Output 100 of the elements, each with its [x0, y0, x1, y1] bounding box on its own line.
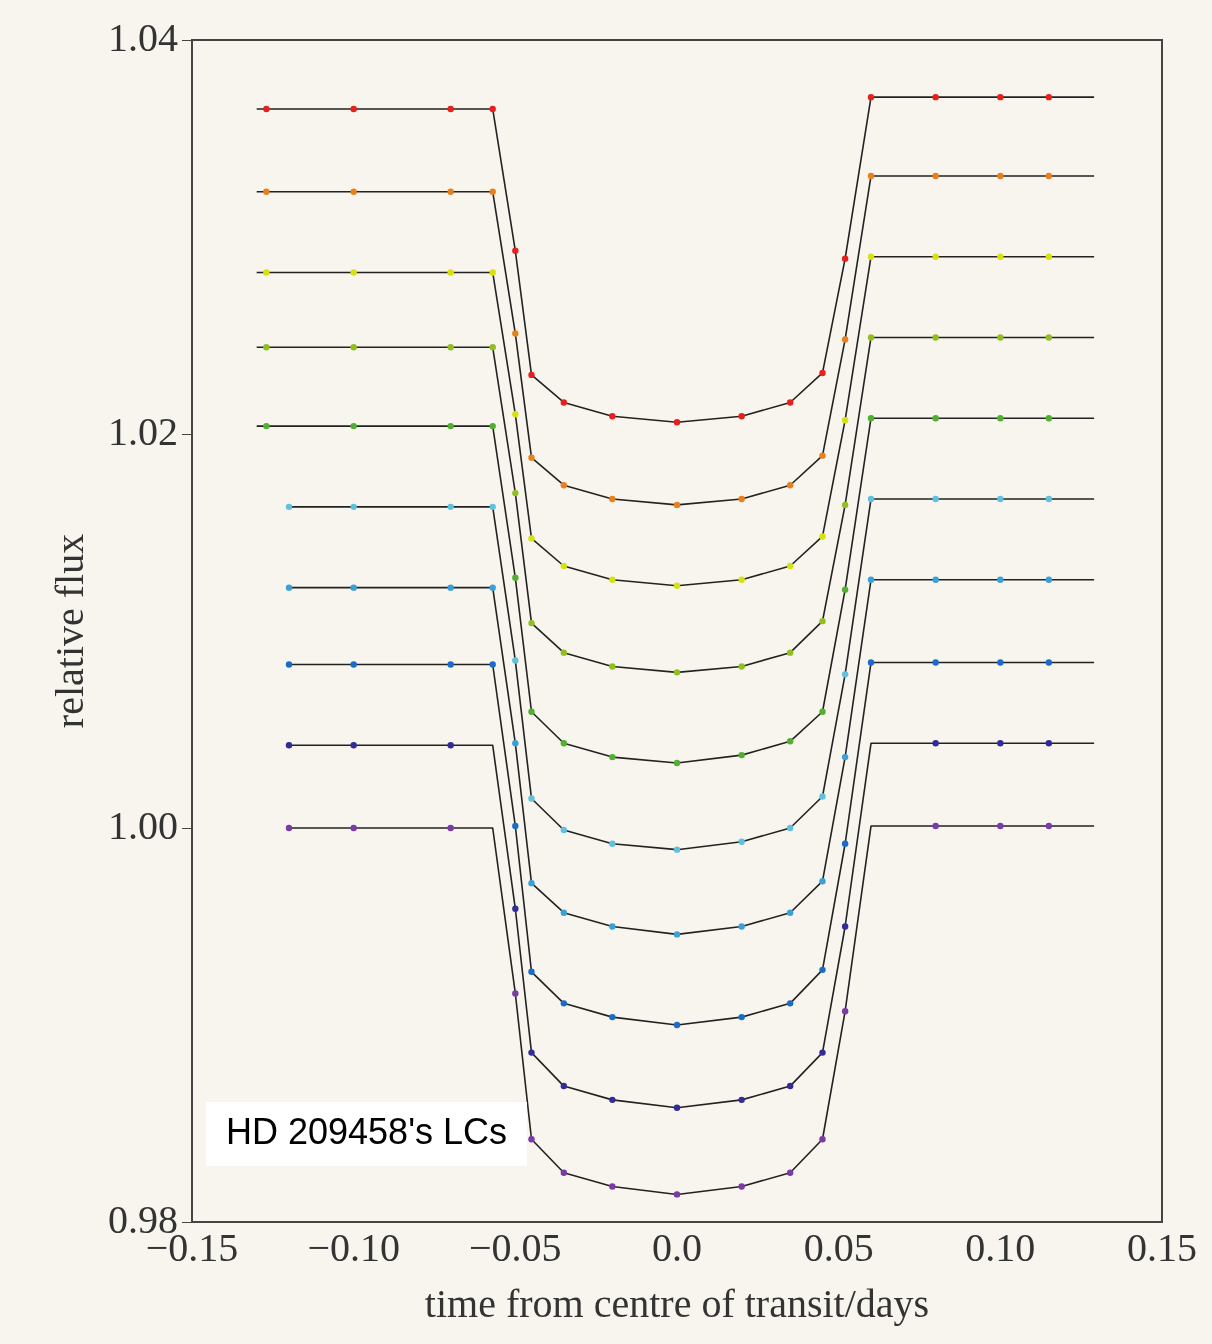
point — [786, 399, 794, 406]
point — [819, 793, 826, 800]
point — [528, 708, 535, 715]
point — [512, 489, 519, 497]
point — [997, 576, 1004, 583]
point — [786, 1082, 794, 1090]
point — [609, 1013, 616, 1021]
x-tick-label: −0.05 — [469, 1224, 562, 1270]
x-tick-label: −0.10 — [307, 1224, 400, 1270]
point — [350, 269, 357, 276]
point — [867, 659, 875, 666]
point — [932, 576, 939, 583]
point — [738, 413, 745, 420]
point — [447, 422, 454, 430]
point — [786, 482, 794, 489]
point — [673, 418, 681, 426]
point — [841, 1008, 849, 1015]
point — [609, 495, 616, 503]
x-axis-title: time from centre of transit/days — [424, 1280, 930, 1326]
point — [738, 576, 745, 583]
point — [841, 753, 849, 761]
point — [447, 584, 454, 591]
point — [447, 269, 454, 276]
y-axis-title: relative flux — [46, 533, 92, 729]
point — [528, 454, 535, 461]
point — [489, 584, 496, 591]
point — [560, 1169, 568, 1176]
point — [609, 753, 616, 761]
point — [512, 247, 519, 254]
point — [997, 93, 1004, 101]
point — [560, 826, 568, 834]
point — [528, 879, 535, 887]
point — [285, 742, 293, 749]
point — [932, 740, 939, 747]
point — [867, 495, 875, 503]
point — [867, 253, 875, 260]
point — [673, 669, 681, 676]
point — [512, 822, 519, 830]
point — [673, 846, 681, 853]
point — [350, 503, 357, 511]
point — [1045, 415, 1053, 422]
point — [528, 619, 535, 627]
point — [1045, 93, 1053, 101]
point — [447, 661, 454, 668]
point — [841, 671, 849, 678]
point — [285, 661, 293, 668]
point — [1045, 740, 1053, 747]
point — [841, 336, 849, 343]
point — [560, 1000, 568, 1007]
point — [528, 795, 535, 802]
point — [997, 334, 1004, 341]
point — [263, 105, 270, 113]
point — [512, 905, 519, 912]
point — [609, 1096, 616, 1104]
point — [738, 923, 745, 930]
point — [819, 966, 826, 974]
point — [867, 93, 875, 101]
point — [867, 576, 875, 583]
point — [841, 840, 849, 847]
point — [447, 188, 454, 195]
point — [350, 742, 357, 749]
point — [512, 740, 519, 747]
point — [819, 1136, 826, 1143]
point — [560, 562, 568, 570]
point — [285, 503, 293, 511]
point — [738, 1013, 745, 1021]
point — [997, 822, 1004, 830]
x-tick-label: 0.10 — [965, 1224, 1036, 1270]
point — [786, 824, 794, 832]
point — [932, 495, 939, 503]
point — [263, 188, 270, 195]
point — [932, 334, 939, 341]
point — [841, 255, 849, 262]
point — [489, 105, 496, 113]
point — [997, 740, 1004, 747]
point — [841, 417, 849, 424]
point — [932, 253, 939, 260]
point — [786, 909, 794, 916]
point — [609, 663, 616, 670]
point — [819, 708, 826, 715]
point — [997, 253, 1004, 260]
point — [786, 1000, 794, 1007]
point — [932, 822, 939, 830]
point — [1045, 253, 1053, 260]
point — [673, 1021, 681, 1029]
point — [560, 482, 568, 489]
point — [867, 334, 875, 341]
point — [738, 838, 745, 845]
point — [786, 738, 794, 745]
point — [673, 1104, 681, 1111]
point — [609, 1183, 616, 1190]
point — [819, 452, 826, 459]
point — [738, 1183, 745, 1190]
point — [1045, 172, 1053, 180]
point — [528, 1136, 535, 1143]
point — [841, 501, 849, 509]
point — [447, 742, 454, 749]
point — [609, 576, 616, 583]
point — [738, 1096, 745, 1104]
point — [489, 344, 496, 351]
